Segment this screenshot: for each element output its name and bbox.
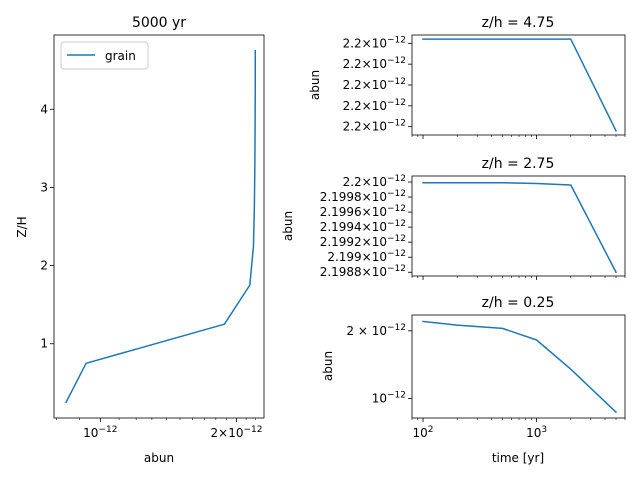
y-tick-label-coef: 2.2×10 [343,57,387,71]
y-tick-label-exp: −12 [387,56,406,66]
y-tick-label-coef: 2.2×10 [343,78,387,92]
panel-z275-marks: 2.2×10−122.1998×10−122.1996×10−122.1994×… [320,174,626,280]
y-tick-label: 2.1994×10−12 [320,219,406,234]
y-tick-label: 2.1996×10−12 [320,204,406,219]
panel-profile-title: 5000 yr [132,15,186,31]
y-tick-label: 2.2×10−12 [343,56,406,71]
series-line [422,182,618,274]
x-tick-label-base: 10 [413,426,428,440]
y-tick-label-coef: 2.1988×10 [320,265,387,279]
y-tick-label-coef: 2.2×10 [343,120,387,134]
x-tick-label: 102 [413,425,434,440]
x-tick-label-base: 10 [526,426,541,440]
y-tick-label-base: 10 [372,324,387,338]
y-tick-label: 2.2×10−12 [343,35,406,50]
y-tick-label-coef: 2.1996×10 [320,205,387,219]
y-tick-label-exp: −12 [387,391,406,401]
y-tick-label-exp: −12 [387,323,406,333]
y-tick-label: 2.1992×10−12 [320,234,406,249]
y-tick-label-exp: −12 [387,98,406,108]
y-tick-label-exp: −12 [387,119,406,129]
y-tick-label-exp: −12 [387,174,406,184]
y-tick-label-exp: −12 [387,189,406,199]
y-tick-label-coef: 2.2×10 [343,175,387,189]
y-tick-label: 2 × 10−12 [346,323,406,338]
y-tick-label: 2.2×10−12 [343,77,406,92]
y-tick-label-coef: 2 × [346,324,371,338]
x-tick-label-exp: −12 [98,425,117,435]
y-tick-label: 2.2×10−12 [343,98,406,113]
panel-profile-ylabel: Z/H [15,216,29,237]
y-tick-label-exp: −12 [387,219,406,229]
x-tick-label-base: 10 [228,426,243,440]
x-tick-label-exp: 3 [541,425,547,435]
panel-profile-frame [53,34,265,419]
y-tick-label: 2 [40,259,48,273]
series-line [422,320,618,414]
panel-z275-frame [411,175,626,277]
y-tick-label-coef: 2.1998×10 [320,190,387,204]
y-tick-label-coef: 2.199×10 [327,250,387,264]
panel-z475-title: z/h = 4.75 [482,15,555,31]
y-tick-label-coef: 2.1992×10 [320,235,387,249]
panel-z475: z/h = 4.75 2.2×10−122.2×10−122.2×10−122.… [308,15,626,139]
y-tick-label: 2.1998×10−12 [320,189,406,204]
legend: grain [60,41,149,70]
y-tick-label-exp: −12 [387,234,406,244]
y-tick-label-coef: 2.2×10 [343,36,387,50]
y-tick-label: 2.2×10−12 [343,174,406,189]
x-tick-label: 10−12 [83,425,117,440]
series-line [422,38,618,132]
y-tick-label-exp: −12 [387,204,406,214]
panel-z475-ylabel: abun [308,70,322,100]
panel-z025-xlabel: time [yr] [492,451,544,465]
panel-z475-frame [411,34,626,136]
y-tick-label: 10−12 [372,391,406,406]
y-tick-label: 1 [40,337,48,351]
y-tick-label-coef: 2.1994×10 [320,220,387,234]
panel-z025-frame [411,314,626,419]
panel-z475-marks: 2.2×10−122.2×10−122.2×10−122.2×10−122.2×… [343,35,626,139]
y-tick-label: 2.199×10−12 [327,249,406,264]
panel-z275: z/h = 2.75 2.2×10−122.1998×10−122.1996×1… [281,156,626,280]
y-tick-label: 3 [40,180,48,194]
y-tick-label-base: 10 [372,392,387,406]
x-tick-label: 2×10−12 [211,425,263,440]
panel-profile-xlabel: abun [144,451,174,465]
panel-z025-ylabel: abun [321,351,335,381]
x-tick-label-coef: 2× [211,426,229,440]
x-tick-label: 103 [526,425,547,440]
x-tick-label-exp: −12 [244,425,263,435]
y-tick-label-coef: 2.2×10 [343,99,387,113]
series-line-grain [65,49,257,404]
y-tick-label-exp: −12 [387,249,406,259]
panel-z275-title: z/h = 2.75 [482,156,555,172]
x-tick-label-exp: 2 [428,425,434,435]
x-tick-label-base: 10 [83,426,98,440]
y-tick-label: 2.1988×10−12 [320,264,406,279]
panel-z025-title: z/h = 0.25 [482,295,555,311]
y-tick-label: 2.2×10−12 [343,119,406,134]
panel-z275-ylabel: abun [281,211,295,241]
legend-label-grain: grain [105,49,136,63]
y-tick-label-exp: −12 [387,264,406,274]
y-tick-label: 4 [40,102,48,116]
y-tick-label-exp: −12 [387,77,406,87]
y-tick-label-exp: −12 [387,35,406,45]
legend-box [60,41,149,70]
